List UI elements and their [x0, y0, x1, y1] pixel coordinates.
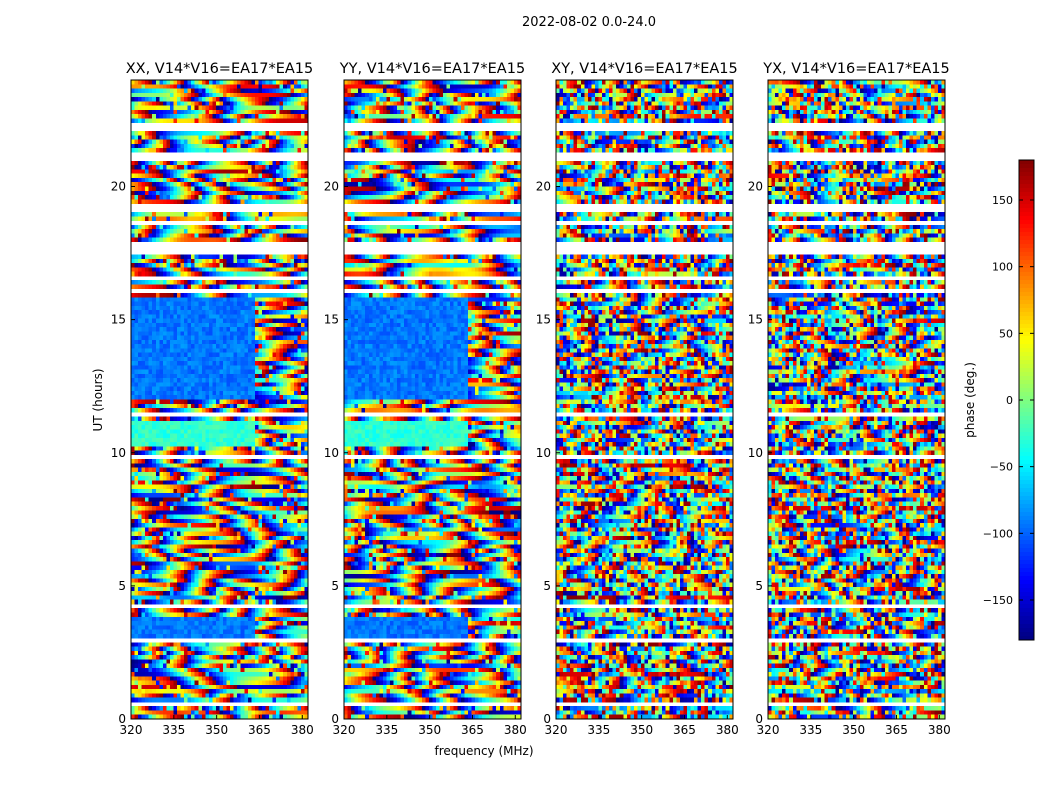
panel-2-title: YY, V14*V16=EA17*EA15 — [339, 61, 525, 77]
x-tick-label: 380 — [928, 723, 951, 737]
panels-group: XX, V14*V16=EA17*EA15 320 335 350 365 380 0 5 10… — [111, 61, 951, 737]
y-tick-label: 15 — [111, 313, 126, 327]
panel-1-title: XX, V14*V16=EA17*EA15 — [126, 61, 314, 77]
colorbar-label: phase (deg.) — [963, 362, 977, 438]
panel-1-heatmap — [131, 80, 309, 720]
x-tick-label: 350 — [630, 723, 653, 737]
x-tick-label: 380 — [504, 723, 527, 737]
panel-4-heatmap — [768, 80, 946, 720]
x-tick-label: 380 — [291, 723, 314, 737]
colorbar-tick-label: 0 — [1006, 394, 1013, 407]
x-tick-label: 335 — [162, 723, 185, 737]
x-tick-label: 380 — [716, 723, 739, 737]
y-tick-label: 5 — [755, 579, 763, 593]
y-tick-label: 5 — [331, 579, 339, 593]
panel-2-frame — [343, 79, 522, 720]
colorbar-tick-label: 150 — [992, 194, 1013, 207]
panel-1: XX, V14*V16=EA17*EA15 320 335 350 365 380 0 5 10… — [111, 61, 314, 737]
y-tick-label: 0 — [543, 712, 551, 726]
y-tick-label: 10 — [748, 446, 763, 460]
y-tick-label: 0 — [755, 712, 763, 726]
x-tick-label: 350 — [418, 723, 441, 737]
x-tick-label: 335 — [587, 723, 610, 737]
y-tick-label: 15 — [748, 313, 763, 327]
x-tick-label: 335 — [375, 723, 398, 737]
y-axis-label: UT (hours) — [91, 368, 105, 431]
panel-3-title: XY, V14*V16=EA17*EA15 — [551, 61, 737, 77]
colorbar-tick-label: 100 — [992, 261, 1013, 274]
y-tick-label: 10 — [111, 446, 126, 460]
y-tick-label: 0 — [118, 712, 126, 726]
x-tick-label: 365 — [248, 723, 271, 737]
x-tick-label: 320 — [333, 723, 356, 737]
figure-suptitle: 2022-08-02 0.0-24.0 — [522, 15, 656, 30]
colorbar-tick-label: −150 — [983, 594, 1013, 607]
x-tick-label: 320 — [120, 723, 143, 737]
y-tick-label: 10 — [324, 446, 339, 460]
panel-4-title: YX, V14*V16=EA17*EA15 — [762, 61, 949, 77]
y-tick-label: 20 — [111, 180, 126, 194]
panel-1-frame — [130, 79, 309, 720]
x-tick-label: 320 — [545, 723, 568, 737]
x-tick-label: 365 — [885, 723, 908, 737]
y-tick-label: 15 — [536, 313, 551, 327]
panel-3-frame — [555, 79, 734, 720]
panel-2: YY, V14*V16=EA17*EA15 320 335 350 365 380 0 5 10… — [324, 61, 527, 737]
colorbar: −150 −100 −50 0 50 100 150 — [983, 159, 1035, 641]
y-tick-label: 20 — [324, 180, 339, 194]
y-tick-label: 5 — [118, 579, 126, 593]
colorbar-tick-label: −50 — [990, 461, 1013, 474]
x-tick-label: 365 — [461, 723, 484, 737]
colorbar-tick-label: 50 — [999, 327, 1013, 340]
panel-4-frame — [767, 79, 946, 720]
x-tick-label: 350 — [205, 723, 228, 737]
y-tick-label: 15 — [324, 313, 339, 327]
y-tick-label: 5 — [543, 579, 551, 593]
x-tick-label: 350 — [842, 723, 865, 737]
panel-3: XY, V14*V16=EA17*EA15 320 335 350 365 380 0 5 10… — [536, 61, 739, 737]
y-tick-label: 10 — [536, 446, 551, 460]
panel-2-heatmap — [344, 80, 522, 720]
x-tick-label: 335 — [799, 723, 822, 737]
y-tick-label: 20 — [748, 180, 763, 194]
panel-4: YX, V14*V16=EA17*EA15 320 335 350 365 380 0 5 10… — [748, 61, 951, 737]
x-tick-label: 365 — [673, 723, 696, 737]
y-tick-label: 0 — [331, 712, 339, 726]
panel-3-heatmap — [556, 80, 734, 720]
x-tick-label: 320 — [757, 723, 780, 737]
y-tick-label: 20 — [536, 180, 551, 194]
colorbar-tick-label: −100 — [983, 527, 1013, 540]
x-axis-label: frequency (MHz) — [434, 744, 533, 758]
